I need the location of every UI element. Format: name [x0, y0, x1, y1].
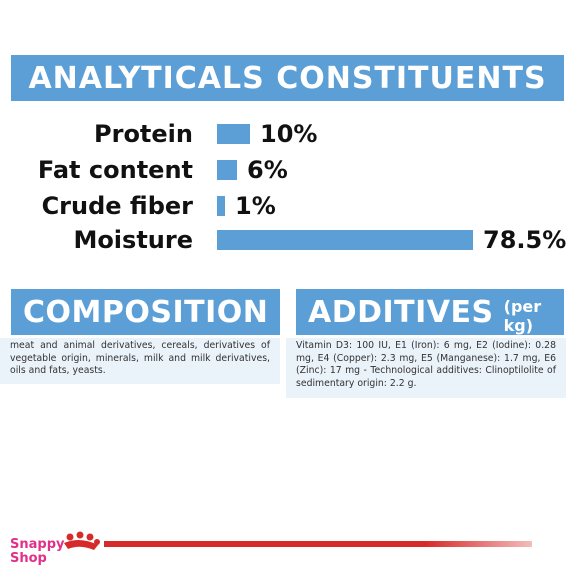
nutrient-value: 1% — [235, 192, 276, 220]
composition-header: COMPOSITION — [11, 289, 280, 335]
composition-title: COMPOSITION — [23, 294, 269, 330]
nutrient-bar — [217, 124, 250, 144]
nutrient-value: 10% — [260, 120, 318, 148]
additives-header: ADDITIVES (per kg) — [296, 289, 564, 335]
logo-text-line2: Shop — [10, 551, 47, 566]
analyticals-title: ANALYTICALS CONSTITUENTS — [28, 60, 547, 96]
nutrient-label: Crude fiber — [41, 192, 193, 220]
nutrient-label: Fat content — [37, 156, 193, 184]
nutrient-bar — [217, 230, 473, 250]
additives-unit: (per kg) — [503, 297, 542, 335]
additives-title: ADDITIVES — [308, 294, 494, 330]
nutrient-bar — [217, 160, 237, 180]
nutrient-value: 6% — [247, 156, 288, 184]
additives-text: Vitamin D3: 100 IU, E1 (Iron): 6 mg, E2 … — [296, 340, 556, 389]
nutrient-value: 78.5% — [483, 226, 567, 254]
footer-divider — [104, 541, 532, 547]
snappy-shop-logo: Snappy Shop — [8, 528, 108, 574]
composition-body: meat and animal derivatives, cereals, de… — [0, 338, 280, 384]
logo-text-line1: Snappy — [10, 537, 65, 552]
nutrient-row-protein: Protein 10% — [0, 118, 576, 150]
nutrient-label: Protein — [94, 120, 193, 148]
analyticals-header: ANALYTICALS CONSTITUENTS — [11, 55, 564, 101]
nutrient-label: Moisture — [73, 226, 193, 254]
composition-text: meat and animal derivatives, cereals, de… — [10, 340, 270, 376]
nutrient-row-moisture: Moisture 78.5% — [0, 224, 576, 256]
nutrient-row-fiber: Crude fiber 1% — [0, 190, 576, 222]
crown-icon — [64, 531, 100, 550]
nutrient-row-fat: Fat content 6% — [0, 154, 576, 186]
nutrient-bar — [217, 196, 225, 216]
additives-body: Vitamin D3: 100 IU, E1 (Iron): 6 mg, E2 … — [286, 338, 566, 398]
